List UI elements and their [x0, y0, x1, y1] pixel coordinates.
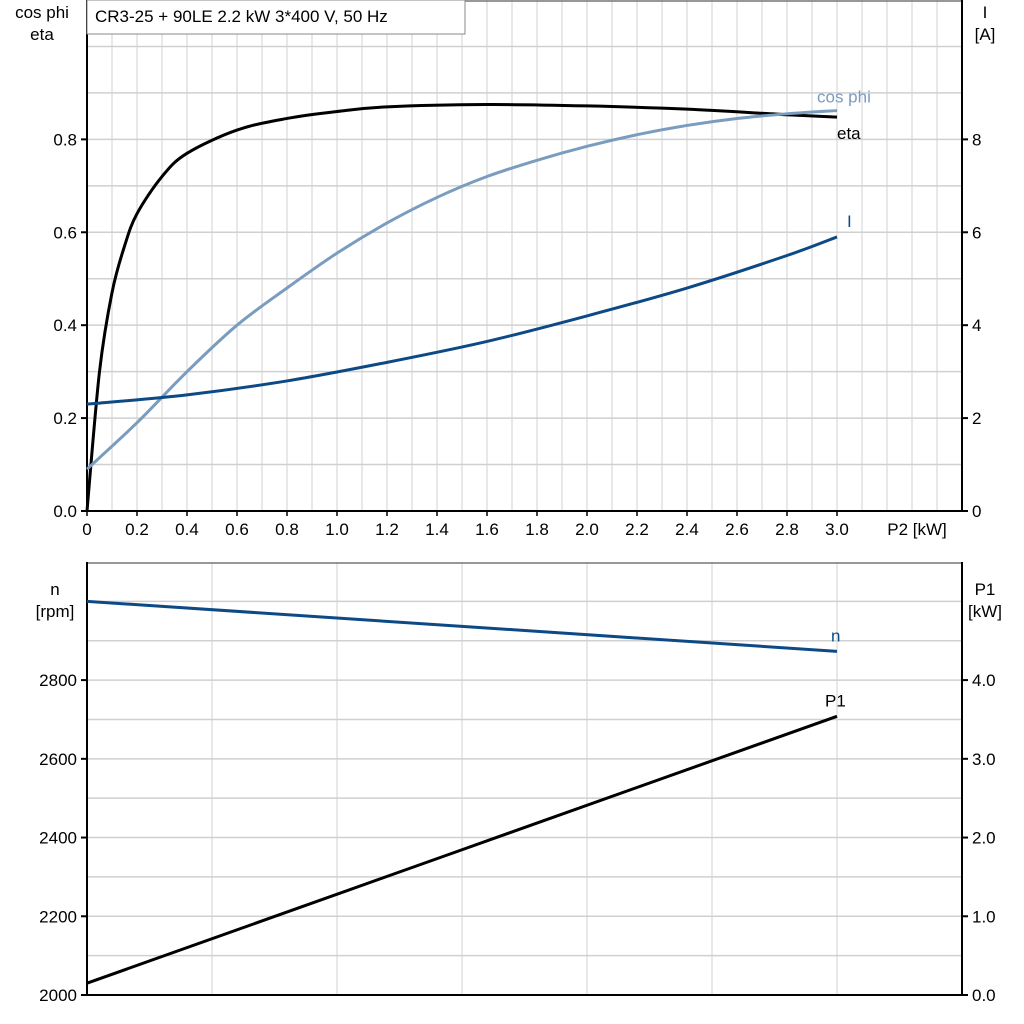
- top-right-tick-label: 6: [972, 223, 981, 242]
- series-line-n: [86, 599, 838, 653]
- title-box: [86, 0, 466, 35]
- series-line-cos-phi: [85, 109, 838, 471]
- top-left-tick-label: 0.6: [53, 223, 77, 242]
- series-label-eta: eta: [837, 124, 861, 143]
- bottom-right-axis-label: [kW]: [968, 602, 1002, 621]
- top-right-tick-label: 4: [972, 316, 981, 335]
- x-tick-label: 0: [82, 520, 91, 539]
- x-axis-label: P2 [kW]: [887, 520, 947, 539]
- top-left-tick-label: 0.2: [53, 409, 77, 428]
- top-right-tick-label: 0: [972, 502, 981, 521]
- top-right-axis-label: [A]: [975, 25, 996, 44]
- series-line-p1: [86, 714, 838, 985]
- series-line-eta: [85, 103, 838, 512]
- top-right-axis-label: I: [983, 3, 988, 22]
- x-tick-label: 3.0: [825, 520, 849, 539]
- top-right-tick-label: 2: [972, 409, 981, 428]
- x-tick-label: 0.6: [225, 520, 249, 539]
- top-left-axis-label: cos phi: [15, 3, 69, 22]
- x-tick-label: 0.2: [125, 520, 149, 539]
- bottom-left-tick-label: 2800: [39, 671, 77, 690]
- x-tick-label: 2.2: [625, 520, 649, 539]
- chart-title: CR3-25 + 90LE 2.2 kW 3*400 V, 50 Hz: [95, 7, 388, 26]
- bottom-left-tick-label: 2600: [39, 750, 77, 769]
- series-line-i: [86, 235, 838, 406]
- top-left-tick-label: 0.0: [53, 502, 77, 521]
- x-tick-label: 1.4: [425, 520, 449, 539]
- x-tick-label: 1.6: [475, 520, 499, 539]
- series-label-p1: P1: [825, 691, 846, 710]
- bottom-right-tick-label: 1.0: [972, 907, 996, 926]
- bottom-left-axis-label: [rpm]: [36, 602, 75, 621]
- series-label-n: n: [831, 626, 840, 645]
- x-tick-label: 1.2: [375, 520, 399, 539]
- top-left-tick-label: 0.4: [53, 316, 77, 335]
- bottom-left-axis-label: n: [50, 580, 59, 599]
- bottom-right-tick-label: 2.0: [972, 829, 996, 848]
- bottom-right-tick-label: 3.0: [972, 750, 996, 769]
- bottom-right-tick-label: 0.0: [972, 986, 996, 1005]
- x-tick-label: 1.0: [325, 520, 349, 539]
- bottom-left-tick-label: 2200: [39, 907, 77, 926]
- x-tick-label: 2.6: [725, 520, 749, 539]
- x-tick-label: 0.4: [175, 520, 199, 539]
- series-label-i: I: [847, 212, 852, 231]
- series-label-cos-phi: cos phi: [817, 88, 871, 107]
- bottom-left-tick-label: 2400: [39, 829, 77, 848]
- x-tick-label: 2.4: [675, 520, 699, 539]
- x-tick-label: 1.8: [525, 520, 549, 539]
- x-tick-label: 2.8: [775, 520, 799, 539]
- x-tick-label: 0.8: [275, 520, 299, 539]
- top-right-tick-label: 8: [972, 130, 981, 149]
- bottom-right-tick-label: 4.0: [972, 671, 996, 690]
- top-left-tick-label: 0.8: [53, 130, 77, 149]
- x-tick-label: 2.0: [575, 520, 599, 539]
- bottom-left-tick-label: 2000: [39, 986, 77, 1005]
- bottom-right-axis-label: P1: [975, 580, 996, 599]
- top-left-axis-label: eta: [30, 25, 54, 44]
